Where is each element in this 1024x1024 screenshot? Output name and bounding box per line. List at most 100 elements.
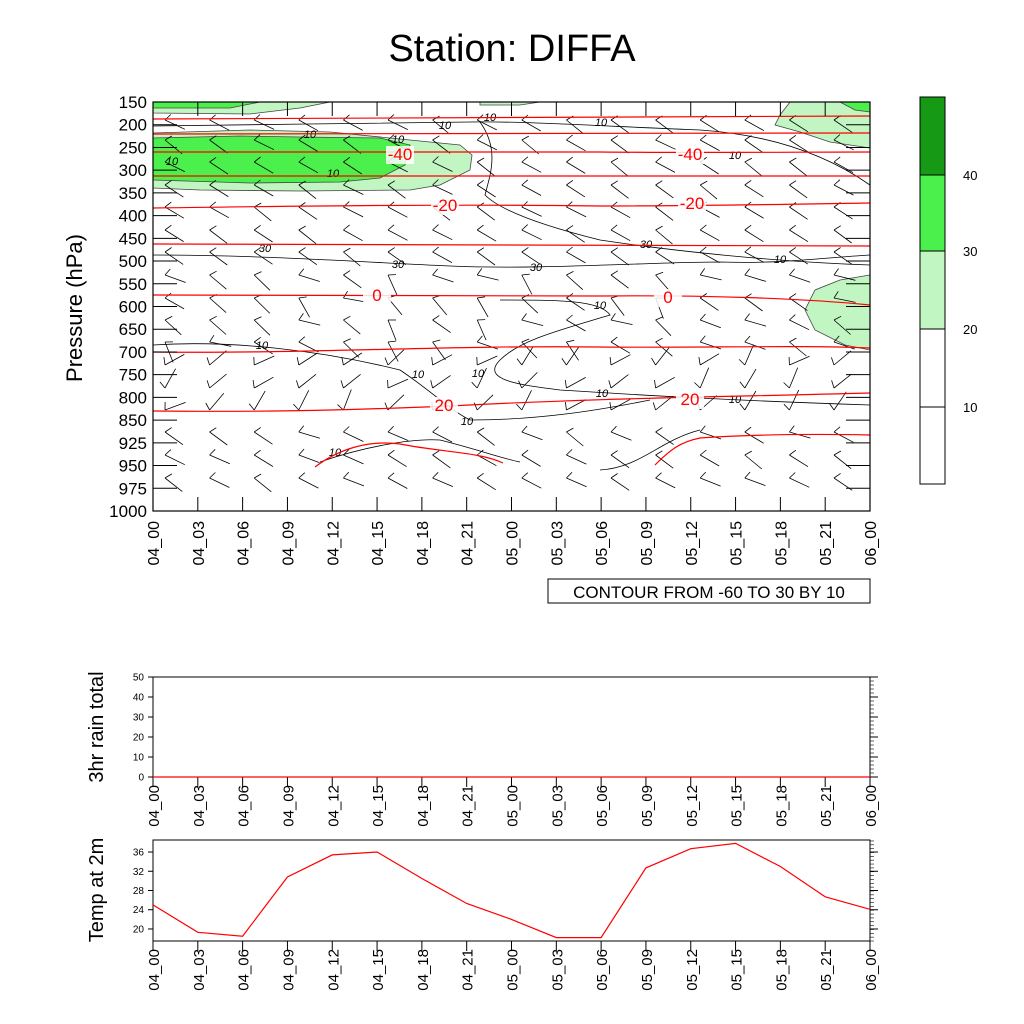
wind-barb — [833, 274, 856, 281]
y-tick-label: 800 — [119, 388, 147, 407]
panel-y-tick-label: 10 — [133, 753, 145, 764]
wind-barb-flag — [298, 296, 307, 299]
wind-barb — [432, 297, 448, 316]
wind-barb-flag — [387, 449, 395, 456]
wind-barb — [879, 252, 897, 265]
wind-barb — [387, 394, 405, 411]
x-tick-label: 04_21 — [460, 521, 477, 566]
wind-barb-flag — [566, 179, 574, 186]
temp-contour-line-7 — [153, 346, 870, 353]
y-tick-label: 600 — [119, 298, 147, 317]
wind-barb-flag — [833, 450, 842, 456]
wind-barb-flag — [477, 296, 486, 299]
temp2m-series-line — [152, 842, 871, 939]
wind-barb — [298, 373, 317, 389]
wind-barb-flag — [521, 201, 528, 208]
colorbar-label: 20 — [963, 322, 977, 337]
wind-barb-flag — [610, 313, 616, 321]
wind-barb-flag — [833, 473, 841, 479]
wind-barb-flag — [209, 427, 217, 433]
wind-barb-flag — [163, 357, 166, 366]
wind-barb-flag — [744, 313, 750, 321]
wind-barb-flag — [879, 202, 885, 207]
wind-contour-line-4 — [153, 343, 651, 421]
wind-barb-flag — [298, 448, 305, 456]
wind-barb-flag — [879, 225, 886, 230]
wind-barb-flag — [431, 357, 433, 366]
wind-barb — [789, 274, 811, 283]
wind-barb — [253, 206, 272, 222]
wind-barb-flag — [209, 270, 217, 276]
panel-x-tick-label: 04_12 — [325, 785, 342, 827]
wind-barb-flag — [744, 268, 751, 276]
x-tick-label: 04_09 — [280, 521, 297, 566]
wind-barb — [521, 229, 542, 241]
wind-barb-flag — [432, 135, 440, 141]
wind-barb — [387, 341, 399, 362]
wind-barb-flag — [432, 472, 439, 479]
wind-barb-flag — [609, 402, 612, 411]
wind-barb — [699, 454, 720, 467]
pressure-axis-label: Pressure (hPa) — [62, 234, 87, 382]
wind-barb — [387, 431, 409, 441]
wind-contour-label: 10 — [472, 368, 485, 380]
panel-x-tick-label: 05_00 — [505, 949, 522, 991]
y-tick-label: 500 — [119, 252, 147, 271]
wind-barb — [432, 184, 453, 195]
wind-barb-flag — [699, 114, 707, 121]
wind-barb-flag — [789, 180, 797, 186]
panel-x-tick-label: 05_21 — [818, 785, 835, 827]
panel-x-tick-label: 05_21 — [818, 949, 835, 991]
wind-barb-flag — [521, 156, 529, 163]
wind-barb-flag — [610, 115, 618, 121]
temp-contour-label: -20 — [433, 196, 458, 215]
wind-contour-label: 10 — [392, 134, 405, 146]
wind-barb-flag — [879, 472, 884, 478]
wind-barb — [610, 454, 630, 469]
wind-barb — [432, 477, 454, 487]
wind-barb — [789, 206, 808, 220]
wind-barb-flag — [610, 270, 619, 276]
wind-barb-flag — [833, 225, 842, 231]
wind-barb — [833, 184, 854, 196]
wind-barb — [744, 319, 767, 327]
wind-barb — [254, 355, 275, 366]
wind-barb-flag — [655, 180, 663, 186]
wind-barb — [566, 297, 585, 311]
wind-barb — [343, 454, 364, 465]
wind-barb-flag — [432, 426, 439, 433]
wind-barb-flag — [516, 403, 523, 411]
wind-barb-flag — [253, 427, 261, 433]
wind-barb-flag — [164, 135, 173, 141]
wind-barb-flag — [699, 224, 707, 231]
wind-contour-label: 10 — [166, 156, 179, 168]
wind-barb-flag — [879, 449, 884, 455]
wind-barb-flag — [298, 114, 306, 121]
wind-barb — [566, 399, 586, 411]
wind-barb — [298, 297, 310, 318]
wind-barb-flag — [739, 403, 746, 411]
wind-barb — [700, 477, 721, 487]
wind-barb-flag — [655, 156, 662, 163]
wind-barb — [655, 139, 676, 150]
wind-barb — [833, 454, 852, 470]
wind-barb — [610, 184, 629, 199]
wind-barb-flag — [566, 271, 574, 276]
wind-barb — [387, 229, 408, 241]
wind-barb-flag — [610, 450, 618, 456]
panel-y-tick-label: 40 — [133, 693, 145, 704]
panel-y-tick-label: 20 — [133, 924, 145, 935]
wind-barb-flag — [651, 357, 656, 366]
wind-barb — [789, 319, 810, 331]
wind-barb-flag — [566, 339, 575, 343]
wind-barb-flag — [655, 472, 662, 479]
panel-x-tick-label: 04_03 — [191, 949, 208, 991]
wind-barb-flag — [744, 246, 752, 253]
wind-barb — [209, 274, 227, 290]
wind-barb-flag — [205, 402, 210, 411]
wind-contour-label: 30 — [259, 243, 272, 255]
wind-barb-flag — [610, 473, 618, 479]
wind-barb — [253, 251, 273, 265]
panel-x-tick-label: 05_15 — [729, 785, 746, 827]
chart-title: Station: DIFFA — [388, 28, 636, 70]
